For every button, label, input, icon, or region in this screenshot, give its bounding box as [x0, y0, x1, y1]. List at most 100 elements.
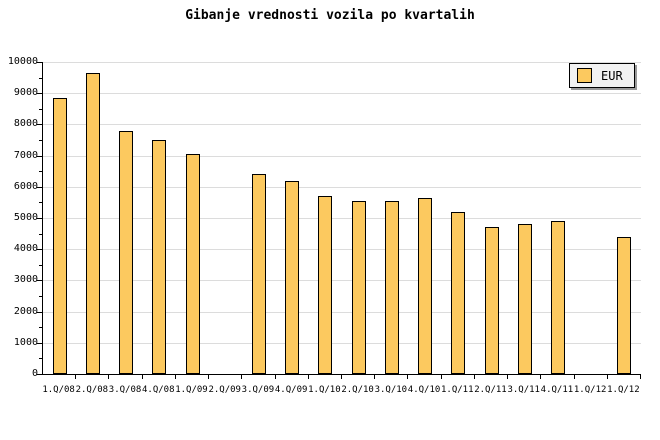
x-axis-tick: [307, 375, 309, 379]
x-axis-label: 1.Q/12: [607, 385, 640, 395]
y-axis-label: 8000: [13, 118, 38, 130]
x-axis-label: 1.Q/08: [42, 385, 75, 395]
gridline: [43, 93, 641, 95]
gridline: [43, 62, 641, 63]
y-major-tick: [37, 374, 42, 375]
x-axis-tick: [374, 375, 376, 379]
y-minor-tick: [39, 358, 42, 360]
y-axis-label: 4000: [13, 243, 38, 255]
gridline: [43, 218, 641, 219]
x-axis-label: 4.Q/10: [407, 385, 441, 395]
x-axis-tick: [208, 375, 210, 379]
x-axis-tick: [274, 375, 276, 379]
bar-4-Q-09: [285, 180, 300, 374]
y-axis-label: 5000: [13, 212, 38, 223]
y-major-tick: [37, 249, 42, 251]
bar-1-Q-11: [451, 211, 466, 374]
y-minor-tick: [39, 296, 42, 297]
gridline: [43, 311, 641, 313]
bar-1-Q-12: [617, 236, 632, 374]
x-axis-tick: [407, 375, 409, 379]
x-axis-label: 2.Q/10: [341, 385, 374, 395]
x-axis-tick: [606, 375, 608, 379]
y-minor-tick: [39, 264, 42, 266]
y-axis-label: 3000: [13, 274, 38, 286]
legend-swatch-icon: [577, 68, 592, 83]
bar-1-Q-10: [318, 196, 333, 374]
bar-3-Q-11: [517, 224, 532, 374]
x-axis-tick: [75, 375, 77, 379]
gridline: [43, 249, 641, 251]
y-axis-label: 2000: [13, 305, 38, 317]
x-axis-label: 1.Q/11: [441, 385, 474, 395]
y-major-tick: [37, 311, 42, 313]
y-axis-label: 6000: [13, 180, 38, 192]
y-major-tick: [37, 155, 42, 157]
y-axis-label: 0: [31, 368, 38, 379]
y-major-tick: [37, 218, 42, 219]
x-axis-label: 2.Q/11: [474, 385, 507, 395]
bar-4-Q-08: [152, 140, 167, 374]
x-axis-label: 3.Q/08: [108, 385, 142, 395]
x-axis-label: 2.Q/09: [208, 385, 241, 395]
y-axis-label: 9000: [13, 87, 38, 99]
x-axis-label: 1.Q/10: [308, 385, 341, 395]
y-minor-tick: [39, 233, 42, 235]
bar-2-Q-11: [484, 227, 499, 374]
y-major-tick: [37, 186, 42, 188]
y-major-tick: [37, 280, 42, 282]
x-axis-label: 4.Q/09: [274, 385, 308, 395]
x-axis-label: 4.Q/08: [142, 385, 175, 395]
x-axis-label: 2.Q/08: [75, 385, 109, 395]
y-major-tick: [37, 124, 42, 126]
y-major-tick: [37, 342, 42, 344]
y-minor-tick: [39, 171, 42, 173]
x-axis-tick: [108, 375, 110, 379]
x-axis-label: 1.Q/09: [175, 385, 208, 395]
bar-2-Q-08: [85, 72, 100, 374]
y-minor-tick: [39, 140, 42, 141]
y-major-tick: [37, 93, 42, 95]
gridline: [43, 342, 641, 344]
y-minor-tick: [39, 327, 42, 329]
x-axis-tick: [640, 375, 641, 379]
y-minor-tick: [39, 77, 42, 79]
bar-3-Q-09: [251, 174, 266, 374]
y-axis-label: 1000: [13, 336, 38, 348]
plot-area: [42, 62, 641, 375]
bar-3-Q-08: [119, 130, 134, 374]
gridline: [43, 155, 641, 157]
bar-1-Q-09: [185, 154, 200, 374]
x-axis-tick: [440, 375, 442, 379]
y-minor-tick: [39, 108, 42, 110]
legend: EUR: [569, 63, 635, 88]
x-axis-label: 1.Q/12: [573, 385, 607, 395]
chart-title: Gibanje vrednosti vozila po kvartalih: [185, 8, 475, 23]
x-axis-tick: [174, 375, 176, 379]
x-axis-tick: [573, 375, 575, 379]
bar-1-Q-08: [52, 97, 67, 374]
x-axis-tick: [507, 375, 509, 379]
legend-label: EUR: [601, 68, 623, 83]
bar-3-Q-10: [384, 200, 399, 374]
y-axis-label: 10000: [7, 56, 38, 67]
gridline: [43, 124, 641, 126]
x-axis-label: 3.Q/11: [507, 385, 540, 395]
gridline: [43, 186, 641, 188]
bar-4-Q-11: [550, 221, 565, 374]
gridline: [43, 280, 641, 282]
bar-4-Q-10: [418, 197, 433, 374]
x-axis-tick: [141, 375, 143, 379]
y-major-tick: [37, 62, 42, 63]
x-axis-tick: [473, 375, 475, 379]
x-axis-label: 3.Q/09: [241, 385, 275, 395]
bar-2-Q-10: [351, 200, 366, 374]
x-axis-label: 3.Q/10: [374, 385, 408, 395]
x-axis-tick: [241, 375, 243, 379]
x-axis-label: 4.Q/11: [540, 385, 574, 395]
y-axis-label: 7000: [13, 149, 38, 161]
x-axis-tick: [341, 375, 342, 379]
y-minor-tick: [39, 202, 42, 204]
x-axis-tick: [540, 375, 542, 379]
